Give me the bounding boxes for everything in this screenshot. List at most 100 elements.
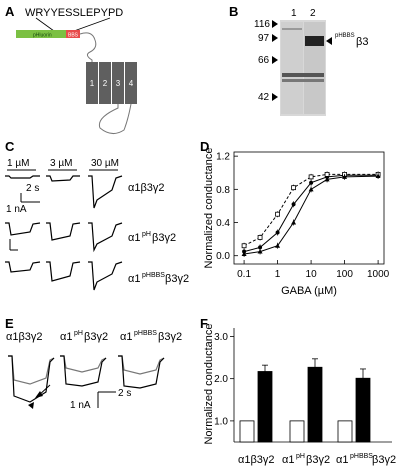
e-trace-3-control bbox=[118, 355, 165, 375]
trace-row1-30um bbox=[88, 175, 123, 209]
f-bar bbox=[355, 377, 371, 443]
e-label-2-post: β3γ2 bbox=[84, 331, 108, 343]
d-xtick-label: 0.1 bbox=[237, 269, 251, 280]
tm-segment-3 bbox=[112, 62, 124, 104]
d-point-triangle bbox=[275, 243, 281, 248]
f-cat-label-3-pre: α1 bbox=[336, 454, 348, 466]
lane-label-1: 1 bbox=[291, 8, 297, 19]
trace-row1-3um bbox=[46, 175, 80, 182]
e-label-3-sup: pHBBS bbox=[134, 330, 157, 337]
f-bar bbox=[307, 366, 323, 443]
f-bar bbox=[239, 420, 255, 443]
panel-a-topology: WRYYESSLEPYPD pHluorin BBS 1 2 3 4 bbox=[16, 7, 137, 134]
d-point-triangle bbox=[291, 220, 297, 225]
trace-row3-30um bbox=[88, 261, 123, 291]
e-arrowhead-peak bbox=[28, 402, 34, 409]
row-label-c-2-pre: α1 bbox=[128, 232, 140, 244]
mw-marker-97: 97 bbox=[258, 33, 270, 44]
d-point-square bbox=[275, 211, 280, 217]
tm-segment-4 bbox=[125, 62, 137, 104]
mw-marker-66: 66 bbox=[258, 55, 270, 66]
f-cat-label-3: α1 pHBBS β3γ2 bbox=[336, 453, 396, 466]
f-cat-label-3-post: β3γ2 bbox=[372, 454, 396, 466]
row-label-c-3-sup: pHBBS bbox=[142, 272, 165, 279]
panel-letter-b: B bbox=[229, 4, 239, 19]
d-x-axis: 0.1 1 10 100 1000 bbox=[237, 260, 390, 280]
e-scale-time: 2 s bbox=[118, 388, 131, 399]
blot-band-faint bbox=[282, 28, 302, 30]
e-arrowhead bbox=[35, 391, 43, 398]
panel-letter-c: C bbox=[5, 139, 15, 154]
d-series-line-0 bbox=[243, 174, 379, 253]
d-point-circle bbox=[309, 180, 314, 185]
mw-arrow-97 bbox=[272, 34, 278, 42]
panel-letter-f: F bbox=[200, 316, 208, 331]
d-point-triangle bbox=[342, 174, 348, 179]
trace-row2-1um bbox=[5, 222, 41, 236]
tm-label-3: 3 bbox=[116, 79, 121, 88]
phluorin-tag bbox=[16, 30, 66, 38]
mw-arrow-42 bbox=[272, 93, 278, 101]
f-bars bbox=[239, 358, 371, 443]
panel-c-traces: 1 µM 3 µM 30 µM 2 s 1 nA α1β3γ2 α1 pH β3… bbox=[5, 158, 189, 291]
tm-label-2: 2 bbox=[103, 79, 108, 88]
trace-row2-3um bbox=[46, 222, 81, 241]
mw-arrow-66 bbox=[272, 56, 278, 64]
d-point-triangle bbox=[308, 186, 314, 192]
e-label-2-sup: pH bbox=[74, 330, 83, 337]
tm-label-1: 1 bbox=[90, 79, 95, 88]
bbs-sequence-label: WRYYESSLEPYPD bbox=[25, 7, 123, 19]
row-label-c-2-post: β3γ2 bbox=[152, 232, 176, 244]
row-label-c-3: α1 pHBBS β3γ2 bbox=[128, 272, 189, 285]
e-label-1-text: α1β3γ2 bbox=[6, 331, 43, 343]
trace-row1-1um bbox=[5, 175, 40, 179]
blot-band-66 bbox=[282, 73, 324, 77]
trace-row3-1um bbox=[5, 261, 41, 273]
phbbs-beta3-main: β3 bbox=[356, 36, 368, 48]
phbbs-beta3-sup: pHBBS bbox=[335, 33, 355, 39]
trace-row3-3um bbox=[46, 261, 81, 282]
d-point-square bbox=[291, 185, 296, 191]
row-label-c-2: α1 pH β3γ2 bbox=[128, 231, 176, 244]
bbs-tag bbox=[66, 30, 80, 38]
row-label-c-3-post: β3γ2 bbox=[165, 273, 189, 285]
phbbs-beta3-arrow bbox=[326, 37, 332, 45]
d-point-circle bbox=[258, 245, 263, 250]
panel-d-dose-response: 0.0 0.4 0.8 1.2 0.1 1 10 100 1000 GABA (µM) Nor… bbox=[203, 147, 390, 297]
d-ylabel: Normalized conductance bbox=[203, 147, 215, 268]
d-ytick-label: 0.0 bbox=[216, 251, 230, 262]
phluorin-label: pHluorin bbox=[33, 33, 52, 39]
conc-label-3um: 3 µM bbox=[50, 158, 72, 169]
scale-current-c: 1 nA bbox=[6, 204, 27, 215]
e-trace-2-treated bbox=[60, 355, 107, 387]
panel-f-bar-chart: 1.02.03.0 Normalized conductance α1β3γ2 … bbox=[203, 323, 396, 466]
sequence-pointer-left bbox=[35, 17, 55, 32]
d-series-line-1 bbox=[243, 173, 379, 247]
d-point-circle bbox=[275, 230, 280, 235]
panel-b-western-blot: 1 2 116 97 66 42 pHBBS β3 bbox=[254, 8, 368, 116]
row-label-c-2-sup: pH bbox=[142, 231, 151, 238]
panel-letter-a: A bbox=[5, 4, 15, 19]
d-xtick-label: 10 bbox=[306, 269, 318, 280]
e-trace-2-control bbox=[60, 355, 107, 373]
blot-lane-2 bbox=[304, 22, 325, 114]
blot-band-lower bbox=[282, 79, 324, 82]
d-y-axis: 0.0 0.4 0.8 1.2 bbox=[216, 152, 238, 262]
mw-marker-116: 116 bbox=[254, 19, 270, 30]
f-bar bbox=[257, 371, 273, 443]
f-cat-label-1-text: α1β3γ2 bbox=[238, 454, 275, 466]
d-xtick-label: 1000 bbox=[367, 269, 390, 280]
d-point-triangle bbox=[257, 249, 263, 254]
phbbs-beta3-band bbox=[305, 36, 324, 46]
d-ytick-label: 1.2 bbox=[216, 152, 230, 163]
f-cat-label-2: α1 pH β3γ2 bbox=[282, 453, 330, 466]
d-plot-frame bbox=[233, 151, 385, 265]
intracellular-loop bbox=[98, 103, 132, 134]
blot-lane-1 bbox=[281, 22, 303, 114]
row-label-c-3-pre: α1 bbox=[128, 273, 140, 285]
e-scale-current: 1 nA bbox=[70, 400, 91, 411]
f-ylabel: Normalized conductance bbox=[203, 323, 215, 444]
row-label-c-1: α1β3γ2 bbox=[128, 182, 165, 194]
f-cat-label-2-pre: α1 bbox=[282, 454, 294, 466]
panel-letter-d: D bbox=[200, 139, 210, 154]
